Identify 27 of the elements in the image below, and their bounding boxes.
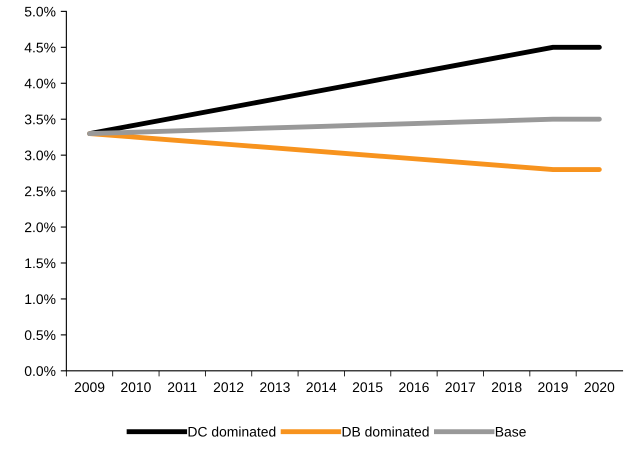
x-tick-label: 2009 <box>74 382 104 392</box>
y-tick-label: 1.0% <box>25 294 56 304</box>
x-tick-label: 2015 <box>352 382 382 392</box>
y-tick-label: 4.0% <box>24 78 56 88</box>
x-tick-label: 2012 <box>214 382 244 392</box>
y-tick-label: 3.5% <box>24 114 56 124</box>
x-tick-label: 2010 <box>121 382 151 392</box>
x-tick-label: 2014 <box>306 382 336 392</box>
y-tick-label: 0.0% <box>24 366 56 376</box>
y-tick-label: 2.5% <box>24 186 56 196</box>
x-tick-label: 2018 <box>492 382 522 392</box>
x-tick-label: 2017 <box>446 382 476 392</box>
x-tick-label: 2011 <box>168 382 196 392</box>
legend-label: DB dominated <box>342 426 429 437</box>
x-tick-label: 2019 <box>538 382 568 392</box>
legend-label: DC dominated <box>188 426 276 437</box>
y-tick-label: 1.5% <box>25 258 56 268</box>
y-tick-label: 2.0% <box>24 222 56 232</box>
line-series <box>87 116 602 136</box>
x-tick-label: 2016 <box>399 382 429 392</box>
y-tick-label: 0.5% <box>24 330 56 340</box>
x-tick-label: 2020 <box>584 382 614 392</box>
legend-label: Base <box>496 426 526 437</box>
y-tick-label: 3.0% <box>24 150 56 160</box>
y-tick-label: 5.0% <box>24 6 56 17</box>
x-tick-label: 2013 <box>260 382 290 392</box>
y-tick-label: 4.5% <box>24 42 56 52</box>
